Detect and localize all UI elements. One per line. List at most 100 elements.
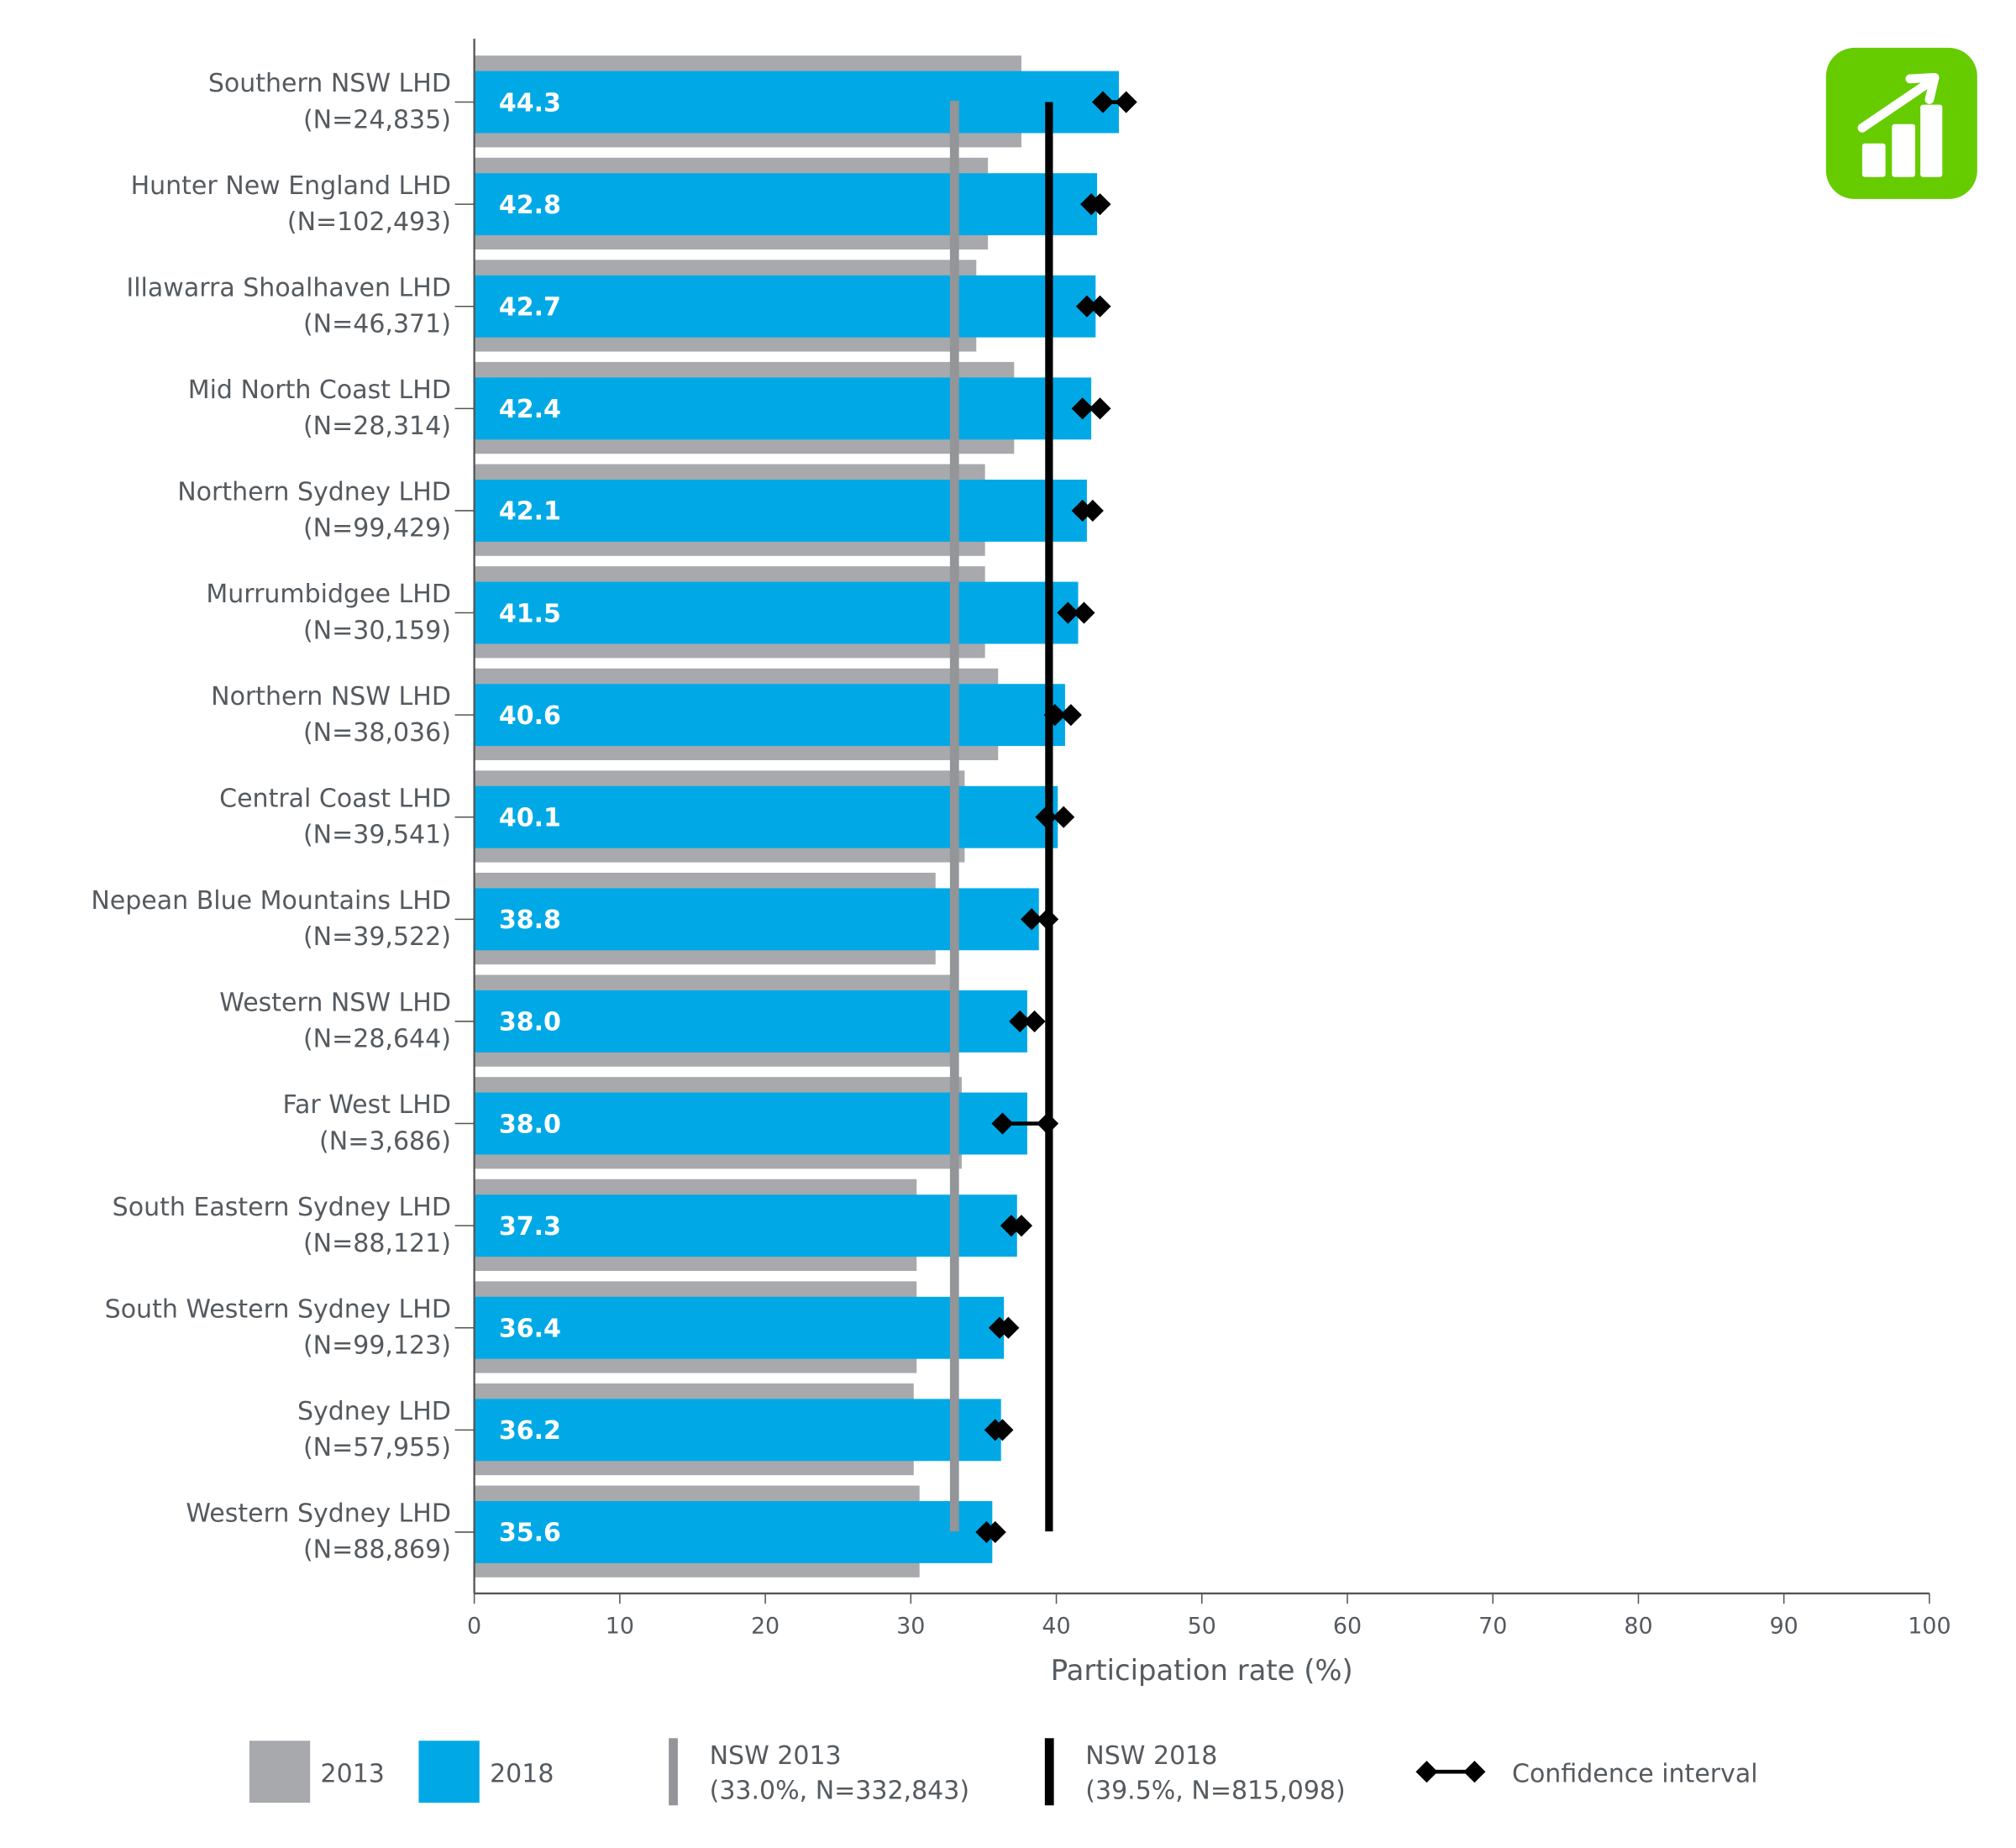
category-label: Western NSW LHD: [219, 989, 451, 1018]
legend-item-confidence-interval: Confidence interval: [1415, 1760, 1758, 1789]
legend-label-nsw-2018: NSW 2018: [1085, 1741, 1217, 1771]
x-tick-label: 60: [1333, 1614, 1362, 1640]
bar-value-label: 44.3: [499, 88, 561, 118]
category-label: Southern NSW LHD: [208, 69, 451, 98]
x-tick-label: 40: [1042, 1614, 1070, 1640]
ci-marker: [1089, 295, 1111, 318]
bar-value-label: 42.8: [499, 191, 561, 220]
bar-value-label: 37.3: [499, 1212, 561, 1242]
category-label: Northern Sydney LHD: [177, 478, 451, 507]
ci-marker: [1035, 806, 1058, 828]
ci-marker: [1053, 806, 1075, 828]
bar-2018: [474, 1092, 1027, 1155]
bar-value-label: 40.6: [499, 701, 561, 731]
bar-2018: [474, 480, 1087, 542]
category-n-label: (N=88,869): [303, 1536, 451, 1565]
category-label: Murrumbidgee LHD: [206, 580, 451, 609]
ci-marker: [1021, 908, 1043, 931]
ci-marker: [1059, 704, 1082, 727]
category-n-label: (N=39,522): [303, 922, 451, 952]
category-n-label: (N=57,955): [303, 1433, 451, 1462]
legend-label-nsw-2013: NSW 2013: [710, 1741, 842, 1771]
x-tick-label: 20: [751, 1614, 780, 1640]
category-label: Western Sydney LHD: [186, 1499, 451, 1529]
legend-swatch-2013: [249, 1740, 311, 1803]
diamond-marker-icon: [1463, 1761, 1486, 1783]
category-label: Hunter New England LHD: [131, 171, 451, 201]
category-labels: Southern NSW LHD (N=24,835) Hunter New Eng…: [91, 69, 451, 1564]
bar-2018: [474, 173, 1098, 236]
bar-value-label: 40.1: [499, 804, 561, 833]
bar-2018: [474, 785, 1058, 848]
bar-value-label: 36.2: [499, 1416, 561, 1446]
category-label: Far West LHD: [283, 1090, 451, 1120]
category-label: Mid North Coast LHD: [188, 375, 451, 405]
bar-value-label: 35.6: [499, 1519, 561, 1548]
ci-marker: [1043, 704, 1066, 727]
category-n-label: (N=99,429): [303, 514, 451, 543]
x-tick-label: 100: [1908, 1614, 1950, 1640]
bar-2018: [474, 581, 1079, 644]
diamond-marker-icon: [1415, 1761, 1438, 1783]
x-tick-label: 70: [1478, 1614, 1507, 1640]
bar-value-label: 42.1: [499, 497, 561, 527]
bar-2018: [474, 275, 1096, 338]
legend: 2013 2018 NSW 2013 (33.0%, N=332,843) NS…: [249, 1738, 1758, 1806]
ci-marker: [984, 1520, 1006, 1543]
category-label: Northern NSW LHD: [211, 682, 451, 711]
x-tick-label: 0: [467, 1614, 481, 1640]
ci-marker: [1089, 193, 1111, 216]
legend-label-2018: 2018: [490, 1760, 554, 1789]
legend-detail-nsw-2013: (33.0%, N=332,843): [710, 1777, 969, 1806]
legend-item-nsw-2013: NSW 2013 (33.0%, N=332,843): [669, 1738, 969, 1806]
legend-item-nsw-2018: NSW 2018 (39.5%, N=815,098): [1044, 1738, 1346, 1806]
ci-marker: [1037, 908, 1059, 931]
ci-marker: [1037, 1112, 1059, 1135]
category-n-label: (N=24,835): [303, 105, 451, 134]
bar-value-label: 41.5: [499, 599, 561, 628]
category-label: Illawarra Shoalhaven LHD: [126, 273, 451, 302]
ci-marker: [1089, 397, 1111, 420]
bar-value-label: 38.0: [499, 1110, 561, 1139]
x-tick-label: 30: [896, 1614, 925, 1640]
ci-marker: [1115, 91, 1137, 113]
ci-marker: [997, 1316, 1020, 1339]
legend-detail-nsw-2018: (39.5%, N=815,098): [1085, 1777, 1345, 1806]
x-tick-label: 90: [1770, 1614, 1798, 1640]
axes: 0 10 20 30 40 50 60 70 80 90 100: [454, 39, 1951, 1640]
bar-2018: [474, 1399, 1001, 1462]
category-n-label: (N=28,314): [303, 412, 451, 441]
x-tick-label: 10: [606, 1614, 634, 1640]
bar-value-label: 42.7: [499, 293, 561, 323]
category-n-label: (N=46,371): [303, 310, 451, 339]
category-label: Nepean Blue Mountains LHD: [91, 886, 451, 916]
bar-2018: [474, 888, 1039, 951]
bar-value-label: 42.4: [499, 395, 561, 424]
legend-label-2013: 2013: [321, 1760, 385, 1789]
bar-2018: [474, 1501, 993, 1563]
category-n-label: (N=38,036): [303, 718, 451, 748]
bar-2018: [474, 990, 1027, 1053]
bar-2018: [474, 1194, 1017, 1257]
category-n-label: (N=30,159): [303, 616, 451, 645]
legend-item-2018: 2018: [418, 1740, 554, 1803]
category-label: South Western Sydney LHD: [105, 1294, 451, 1324]
category-label: Sydney LHD: [297, 1397, 451, 1426]
category-n-label: (N=102,493): [287, 207, 451, 237]
legend-label-confidence-interval: Confidence interval: [1512, 1760, 1758, 1789]
category-label: South Eastern Sydney LHD: [113, 1193, 451, 1222]
legend-swatch-2018: [418, 1740, 480, 1803]
bar-2018: [474, 71, 1120, 134]
bar-2018: [474, 684, 1065, 747]
bar-value-label: 36.4: [499, 1315, 561, 1344]
chart-increase-icon: [1825, 47, 1977, 199]
ci-marker: [1057, 601, 1079, 624]
category-n-label: (N=99,123): [303, 1331, 451, 1361]
category-n-label: (N=88,121): [303, 1229, 451, 1258]
category-n-label: (N=28,644): [303, 1025, 451, 1054]
category-label: Central Coast LHD: [219, 784, 451, 813]
bar-value-label: 38.8: [499, 906, 561, 935]
x-tick-label: 80: [1624, 1614, 1652, 1640]
bar-2018: [474, 1296, 1005, 1359]
